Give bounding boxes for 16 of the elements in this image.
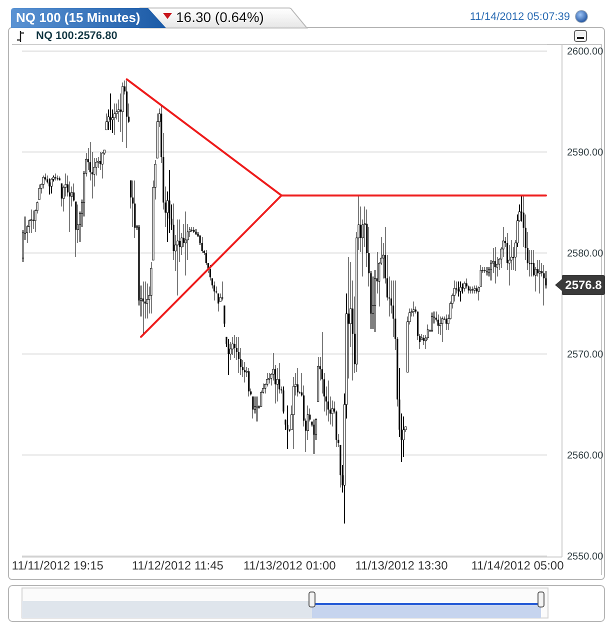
y-tick-label: 2600.00 [567,46,604,58]
x-tick-label: 11/13/2012 13:30 [355,558,448,573]
x-tick-label: 11/13/2012 01:00 [243,558,336,573]
x-tick-label: 11/12/2012 11:45 [132,558,224,573]
chart-title: NQ 100 (15 Minutes) [16,10,140,25]
y-tick-label: 2570.00 [567,350,604,361]
text: NQ 100:2576.80 [36,30,118,42]
y-tick-label: 2560.00 [567,450,604,462]
y-tick-label: 2580.00 [567,248,604,260]
y-tick-label: 2590.00 [567,148,604,159]
chart-subtitle: 16.30 (0.64%) [176,9,264,25]
text: 2576.8 [565,278,602,292]
x-tick-label: 11/11/2012 19:15 [12,558,104,573]
y-tick-label: 2550.00 [567,552,604,563]
text: 11/14/2012 05:07:39 [470,11,570,23]
x-tick-label: 11/14/2012 05:00 [471,558,564,573]
